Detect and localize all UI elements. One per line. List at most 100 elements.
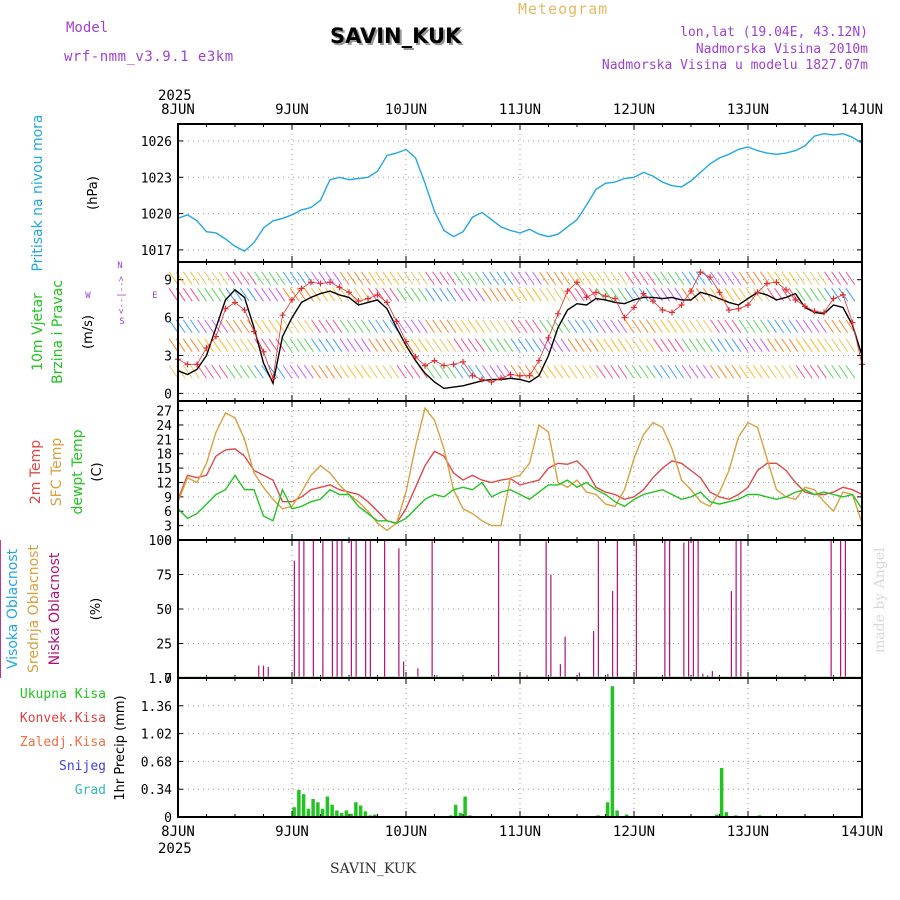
y-tick-label: 0	[164, 811, 172, 826]
wind-barb	[275, 271, 286, 286]
wind-barb	[410, 364, 421, 379]
wind-barb	[360, 271, 371, 286]
wind-barb	[717, 271, 728, 286]
top-year-label: 2025	[158, 88, 192, 104]
wind-barb	[603, 319, 614, 334]
wind-barb	[425, 364, 435, 379]
wind-barb	[303, 364, 314, 379]
pressure-title: Pritisak na nivou mora	[30, 114, 46, 271]
wind-barb	[781, 338, 792, 353]
wind-barb	[496, 338, 507, 353]
wind-barb	[845, 271, 856, 286]
wind-barb	[845, 338, 856, 353]
wind-barb	[353, 319, 364, 334]
wind-barb	[410, 319, 421, 334]
wind-barb	[795, 271, 806, 286]
cloud-panel: 0 25 50 75 100	[0, 534, 863, 687]
top-day-label: 8JUN	[161, 102, 195, 118]
wind-barb	[296, 364, 307, 379]
wind-barb	[246, 271, 257, 286]
wind-barb	[759, 271, 770, 286]
wind-barb	[517, 287, 528, 302]
wind-barb	[204, 271, 215, 286]
top-day-label: 9JUN	[275, 102, 309, 118]
wind-barb	[503, 287, 514, 302]
wind-barb	[553, 287, 564, 302]
wind-barb	[802, 287, 813, 302]
wind-barb	[745, 271, 756, 286]
wind-barb	[325, 319, 336, 334]
wind-speed-line	[177, 288, 863, 390]
wind-barb	[396, 338, 407, 353]
y-tick-label: 1.7	[149, 672, 172, 687]
wind-barb	[567, 364, 578, 379]
wind-barb	[396, 271, 407, 286]
wind-barb	[339, 319, 350, 334]
direction-arrows: <--|-->	[117, 275, 127, 314]
wind-barb	[710, 319, 720, 334]
wind-barb	[752, 319, 763, 334]
wind-barb	[275, 364, 286, 379]
wind-barb	[617, 287, 628, 302]
wind-barb	[645, 319, 656, 334]
wind-barb	[610, 319, 621, 334]
wind-barb	[375, 271, 386, 286]
wind-barb	[239, 319, 250, 334]
gust-marker	[450, 361, 457, 368]
wind-barb	[624, 338, 635, 353]
gust-marker	[251, 328, 257, 335]
precip-legend-item: Konvek.Kisa	[20, 711, 106, 726]
wind-barb	[417, 319, 428, 334]
wind-barb	[667, 271, 678, 286]
wind-barb	[759, 319, 770, 334]
wind-barb	[838, 338, 849, 353]
precip-bar	[605, 802, 610, 817]
gust-marker	[498, 375, 504, 382]
precip-bar	[458, 812, 463, 817]
wind-barb	[325, 338, 336, 353]
wind-title-line2: Brzina i Pravac	[50, 280, 66, 384]
wind-barb	[667, 287, 678, 302]
wind-barb	[182, 364, 193, 379]
wind-barb	[496, 287, 507, 302]
wind-barb	[268, 364, 279, 379]
wind-barb	[289, 271, 300, 286]
wind-barb	[631, 319, 642, 334]
wind-barb	[695, 338, 706, 353]
wind-barb	[731, 287, 742, 302]
wind-barb	[845, 319, 856, 334]
wind-barb	[567, 287, 578, 302]
temp-unit: (C)	[90, 462, 105, 481]
wind-barb	[225, 271, 236, 286]
wind-barb	[460, 319, 471, 334]
gust-marker	[403, 338, 409, 345]
precip-bar	[715, 814, 719, 817]
wind-barb	[831, 287, 842, 302]
wind-barb	[617, 364, 628, 379]
wind-barb	[539, 319, 549, 334]
wind-barb	[610, 271, 621, 286]
wind-barb	[346, 338, 357, 353]
wind-barb	[802, 271, 813, 286]
wind-barb	[816, 271, 827, 286]
wind-barb	[489, 287, 500, 302]
wind-barb	[496, 271, 507, 286]
gust-marker	[773, 279, 780, 286]
wind-barb	[702, 319, 713, 334]
wind-barb	[282, 364, 293, 379]
y-tick-label: 1.02	[141, 728, 172, 743]
wind-barb	[446, 271, 457, 286]
top-day-label: 13JUN	[727, 102, 769, 118]
wind-barb	[738, 319, 749, 334]
gust-marker	[745, 301, 751, 308]
wind-barb	[403, 271, 414, 286]
wind-barb	[745, 287, 756, 302]
gust-marker	[545, 334, 552, 341]
wind-barb	[581, 338, 592, 353]
wind-barb	[638, 364, 649, 379]
wind-barb	[303, 319, 314, 334]
wind-barb	[517, 338, 528, 353]
footer-station: SAVIN_KUK	[330, 861, 417, 877]
wind-barb	[510, 319, 521, 334]
wind-barb	[546, 364, 557, 379]
